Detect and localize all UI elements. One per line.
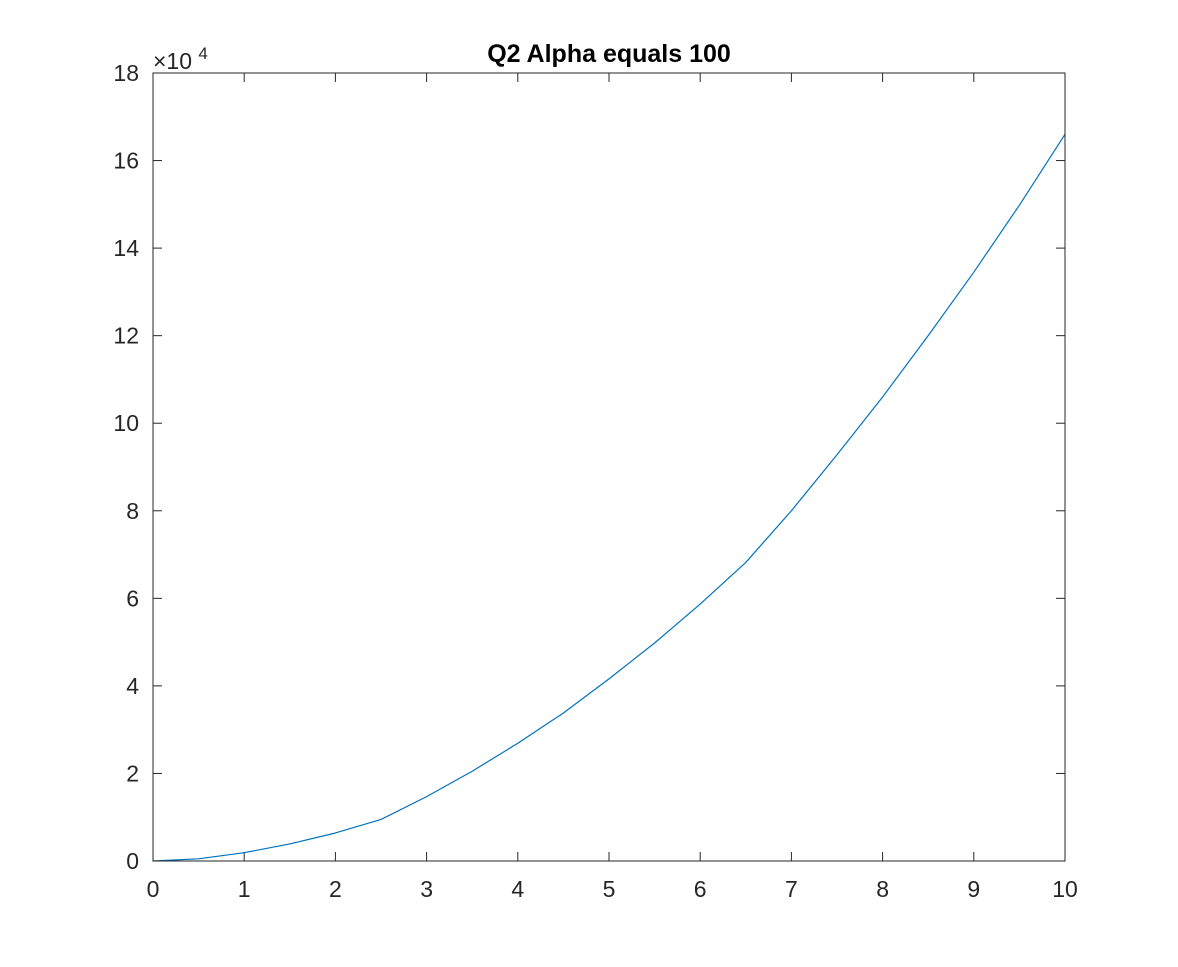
y-tick-label: 10: [113, 410, 139, 436]
x-tick-label: 3: [420, 876, 433, 902]
x-tick-label: 7: [785, 876, 798, 902]
y-tick-label: 6: [126, 585, 139, 611]
y-tick-label: 12: [113, 323, 139, 349]
x-tick-label: 0: [147, 876, 160, 902]
x-tick-label: 1: [238, 876, 251, 902]
chart-title: Q2 Alpha equals 100: [487, 40, 731, 68]
y-axis-multiplier: ×10 4: [153, 44, 208, 74]
y-tick-label: 18: [113, 60, 139, 86]
x-tick-label: 5: [603, 876, 616, 902]
y-multiplier-prefix: ×10: [153, 48, 192, 74]
x-tick-label: 10: [1052, 876, 1078, 902]
x-tick-label: 9: [967, 876, 980, 902]
y-tick-label: 0: [126, 848, 139, 874]
axes-box: [152, 72, 1066, 862]
x-axis-ticks: 0 1 2 3 4 5 6 7 8 9 10: [147, 73, 1078, 902]
x-tick-label: 8: [876, 876, 889, 902]
x-tick-label: 6: [694, 876, 707, 902]
y-multiplier-exponent: 4: [198, 44, 207, 63]
y-tick-label: 14: [113, 235, 139, 261]
x-tick-label: 2: [329, 876, 342, 902]
y-tick-label: 16: [113, 148, 139, 174]
x-tick-label: 4: [511, 876, 524, 902]
y-tick-label: 2: [126, 760, 139, 786]
y-axis-ticks: 0 2 4 6 8 10 12 14 16 18: [113, 60, 1065, 874]
series-line: [152, 133, 1066, 862]
y-tick-label: 4: [126, 673, 139, 699]
series-layer: [152, 133, 1066, 862]
y-tick-label: 8: [126, 498, 139, 524]
